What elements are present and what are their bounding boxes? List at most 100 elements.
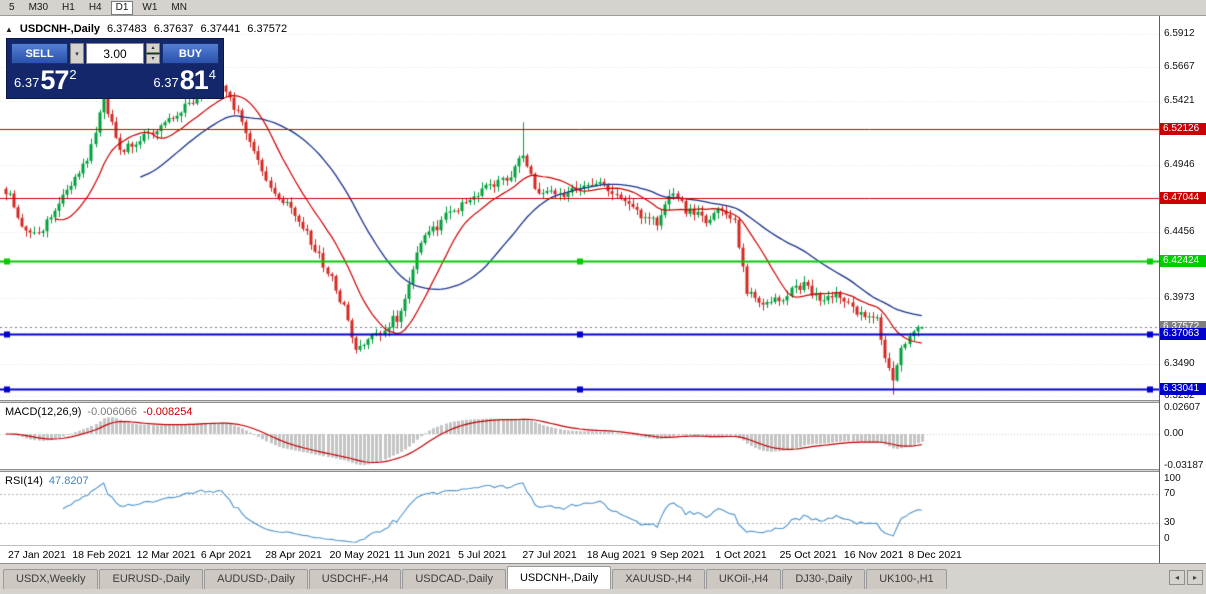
macd-value-signal: -0.008254 (142, 406, 193, 418)
volume-input[interactable]: 3.00 (86, 43, 144, 64)
rsi-tick: 30 (1164, 517, 1176, 528)
ohlc-close: 6.37572 (247, 23, 288, 35)
chart-tab-xauusd-h4[interactable]: XAUUSD-,H4 (612, 569, 705, 589)
buy-price-display: 6.37 81 4 (153, 65, 216, 95)
macd-value-main: -0.006066 (87, 406, 137, 418)
date-label: 12 Mar 2021 (136, 549, 196, 561)
date-label: 8 Dec 2021 (908, 549, 962, 561)
one-click-trading-panel: SELL ▾ 3.00 ▴ ▾ BUY 6.37 57 2 6.37 (6, 38, 224, 99)
chart-tab-audusd-daily[interactable]: AUDUSD-,Daily (204, 569, 308, 589)
price-level-badge: 6.47044 (1160, 192, 1206, 204)
timeframe-button-w1[interactable]: W1 (142, 1, 158, 13)
macd-canvas[interactable] (0, 403, 1159, 469)
price-tick: 6.5912 (1164, 28, 1195, 39)
macd-indicator-pane: MACD(12,26,9) -0.006066 -0.008254 (0, 403, 1159, 469)
date-label: 18 Feb 2021 (72, 549, 132, 561)
price-tick: 6.4946 (1164, 159, 1195, 170)
sell-button[interactable]: SELL (11, 43, 68, 64)
rsi-tick: 100 (1164, 473, 1181, 484)
price-tick: 6.3973 (1164, 292, 1195, 303)
collapse-arrow-icon[interactable]: ▲ (5, 24, 13, 34)
price-chart-pane: ▲ USDCNH-,Daily 6.37483 6.37637 6.37441 … (0, 16, 1159, 400)
status-strip (0, 589, 1206, 594)
sell-price-prefix: 6.37 (14, 75, 40, 90)
chart-tab-ukoil-h4[interactable]: UKOil-,H4 (705, 569, 782, 589)
volume-dropdown-button[interactable]: ▾ (70, 43, 84, 64)
tab-scroll-left-button[interactable]: ◂ (1169, 570, 1185, 585)
ohlc-high: 6.37637 (153, 23, 194, 35)
rsi-indicator-pane: RSI(14) 47.8207 (0, 472, 1159, 545)
rsi-canvas[interactable] (0, 472, 1159, 545)
chart-tab-usdx-weekly[interactable]: USDX,Weekly (3, 569, 99, 589)
symbol-ohlc-line: ▲ USDCNH-,Daily 6.37483 6.37637 6.37441 … (5, 23, 287, 35)
macd-tick: 0.02607 (1164, 402, 1201, 413)
chart-tab-usdcad-daily[interactable]: USDCAD-,Daily (402, 569, 506, 589)
price-level-badge: 6.52126 (1160, 123, 1206, 135)
macd-label: MACD(12,26,9) (5, 406, 82, 418)
date-label: 25 Oct 2021 (779, 549, 837, 561)
chart-tab-dj30-daily[interactable]: DJ30-,Daily (782, 569, 866, 589)
time-axis[interactable]: 27 Jan 2021 18 Feb 2021 12 Mar 2021 6 Apr 2… (0, 545, 1159, 563)
pane-separator[interactable] (0, 400, 1206, 403)
sell-price-sup: 2 (69, 67, 77, 82)
date-label: 5 Jul 2021 (458, 549, 507, 561)
price-tick: 6.5667 (1164, 61, 1195, 72)
rsi-tick: 0 (1164, 533, 1170, 544)
chart-tab-eurusd-daily[interactable]: EURUSD-,Daily (99, 569, 204, 589)
chart-tab-bar: USDX,Weekly EURUSD-,Daily AUDUSD-,Daily USD… (0, 563, 1206, 589)
macd-label-line: MACD(12,26,9) -0.006066 -0.008254 (5, 406, 193, 418)
rsi-label-line: RSI(14) 47.8207 (5, 475, 89, 487)
arrow-left-icon: ◂ (1174, 573, 1179, 582)
macd-tick: 0.00 (1164, 428, 1184, 439)
date-label: 1 Oct 2021 (715, 549, 767, 561)
volume-decrease-button[interactable]: ▾ (146, 54, 160, 64)
timeframe-button-group: 5 M30 H1 H4 D1 W1 MN (4, 0, 196, 15)
timeframe-button-mn[interactable]: MN (171, 1, 187, 13)
date-label: 16 Nov 2021 (843, 549, 904, 561)
chart-tabs: USDX,Weekly EURUSD-,Daily AUDUSD-,Daily USD… (3, 566, 948, 589)
date-label: 9 Sep 2021 (651, 549, 705, 561)
arrow-right-icon: ▸ (1192, 573, 1197, 582)
rsi-label: RSI(14) (5, 475, 43, 487)
tab-scroll-controls: ◂ ▸ (1169, 570, 1203, 585)
chart-tab-usdcnh-daily[interactable]: USDCNH-,Daily (506, 566, 612, 589)
price-tick: 6.4456 (1164, 226, 1195, 237)
chart-tab-usdchf-h4[interactable]: USDCHF-,H4 (308, 569, 402, 589)
date-label: 6 Apr 2021 (200, 549, 252, 561)
date-label: 27 Jan 2021 (8, 549, 66, 561)
sell-price-big: 57 (40, 65, 69, 95)
price-tick: 6.3490 (1164, 358, 1195, 369)
macd-tick: -0.03187 (1164, 460, 1204, 471)
price-level-badge: 6.37063 (1160, 328, 1206, 340)
timeframe-button-d1[interactable]: D1 (110, 0, 134, 15)
price-tick: 6.5421 (1164, 95, 1195, 106)
buy-button[interactable]: BUY (162, 43, 219, 64)
volume-stepper: ▴ ▾ (146, 43, 160, 64)
ohlc-open: 6.37483 (107, 23, 147, 35)
price-level-badge: 6.42424 (1160, 255, 1206, 267)
sell-price-display: 6.37 57 2 (14, 65, 77, 95)
pane-separator[interactable] (0, 469, 1206, 472)
timeframe-button-5[interactable]: 5 (9, 1, 15, 13)
buy-price-prefix: 6.37 (153, 75, 179, 90)
price-axis[interactable]: 6.5912 6.5667 6.5421 6.4946 6.4456 6.3973 6.34… (1159, 16, 1206, 563)
buy-price-sup: 4 (208, 67, 216, 82)
ohlc-low: 6.37441 (200, 23, 241, 35)
timeframe-button-h4[interactable]: H4 (88, 1, 102, 13)
date-label: 11 Jun 2021 (393, 549, 451, 561)
date-label: 27 Jul 2021 (522, 549, 577, 561)
timeframe-toolbar: 5 M30 H1 H4 D1 W1 MN (0, 0, 1206, 16)
price-level-badge: 6.33041 (1160, 383, 1206, 395)
buy-price-big: 81 (179, 65, 209, 95)
chevron-down-icon: ▾ (75, 50, 79, 58)
date-label: 18 Aug 2021 (586, 549, 646, 561)
timeframe-button-h1[interactable]: H1 (62, 1, 75, 13)
volume-increase-button[interactable]: ▴ (146, 43, 160, 53)
rsi-value: 47.8207 (48, 475, 89, 487)
timeframe-button-m30[interactable]: M30 (28, 1, 49, 13)
tab-scroll-right-button[interactable]: ▸ (1187, 570, 1203, 585)
rsi-tick: 70 (1164, 488, 1176, 499)
date-label: 20 May 2021 (329, 549, 391, 561)
chart-tab-uk100-h1[interactable]: UK100-,H1 (866, 569, 947, 589)
